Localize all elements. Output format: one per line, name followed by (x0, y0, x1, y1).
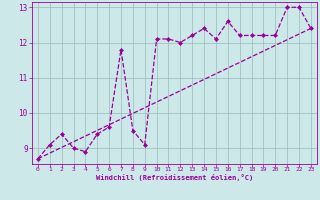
X-axis label: Windchill (Refroidissement éolien,°C): Windchill (Refroidissement éolien,°C) (96, 174, 253, 181)
